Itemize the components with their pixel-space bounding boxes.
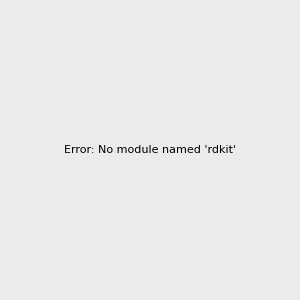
Text: Error: No module named 'rdkit': Error: No module named 'rdkit' [64, 145, 236, 155]
